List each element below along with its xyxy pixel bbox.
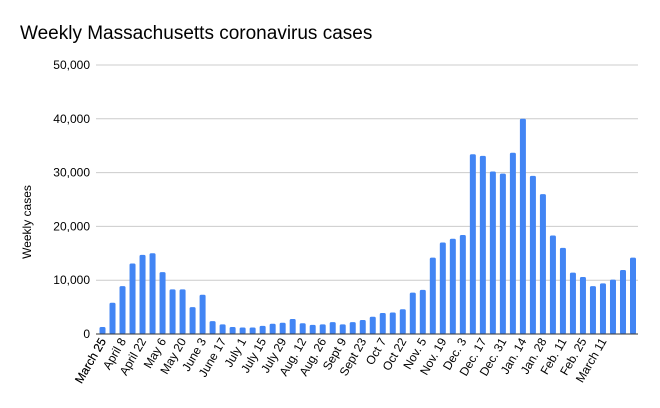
bar [489, 171, 496, 334]
bar [129, 263, 136, 334]
bar [139, 254, 146, 334]
bar [589, 286, 596, 334]
bar [509, 152, 516, 334]
y-axis-label: Weekly cases [20, 185, 34, 259]
bar [449, 238, 456, 334]
bar [319, 324, 326, 334]
bar [189, 307, 196, 334]
bar [479, 155, 486, 334]
bar [529, 175, 536, 334]
bar [429, 257, 436, 334]
bar [339, 324, 346, 334]
bar [299, 323, 306, 334]
bar [119, 286, 126, 334]
bar [539, 194, 546, 334]
bar [609, 279, 616, 334]
bar [169, 289, 176, 334]
bar [259, 325, 266, 334]
bar [349, 322, 356, 334]
bar [630, 257, 636, 334]
bar [399, 309, 406, 334]
bar [149, 253, 156, 334]
bar [229, 327, 236, 334]
y-tick-label: 20,000 [53, 219, 90, 233]
bar [619, 269, 626, 334]
bar [579, 276, 586, 334]
bar [389, 312, 396, 334]
y-tick-label: 0 [83, 327, 90, 341]
bar [599, 283, 606, 334]
bar [469, 154, 476, 334]
bar [419, 289, 426, 334]
bar [109, 302, 116, 334]
grid-layer [96, 64, 638, 281]
bar [159, 272, 166, 334]
bar [179, 289, 186, 334]
y-tick-label: 10,000 [53, 273, 90, 287]
bar [279, 322, 286, 334]
bars [99, 118, 636, 334]
bar [559, 247, 566, 334]
bar [409, 292, 416, 334]
bar [439, 242, 446, 334]
bar [569, 272, 576, 334]
y-tick-label: 40,000 [53, 112, 90, 126]
bar [519, 118, 526, 334]
bar [549, 235, 556, 334]
bar [379, 313, 386, 334]
bar [459, 235, 466, 334]
bar [369, 316, 376, 334]
bar [249, 327, 256, 334]
bar [199, 294, 206, 334]
bar [219, 324, 226, 334]
bar [329, 322, 336, 334]
bar [309, 324, 316, 334]
y-tick-label: 50,000 [53, 58, 90, 72]
bar [269, 323, 276, 334]
bar [209, 321, 216, 334]
bar [499, 173, 506, 334]
y-tick-label: 30,000 [53, 166, 90, 180]
bar [239, 327, 246, 334]
bar [359, 320, 366, 334]
y-tick-labels: 0 10,000 20,000 30,000 40,000 50,000 [53, 58, 90, 341]
bar [99, 327, 106, 334]
chart-title: Weekly Massachusetts coronavirus cases [20, 23, 372, 44]
bar [289, 318, 296, 334]
